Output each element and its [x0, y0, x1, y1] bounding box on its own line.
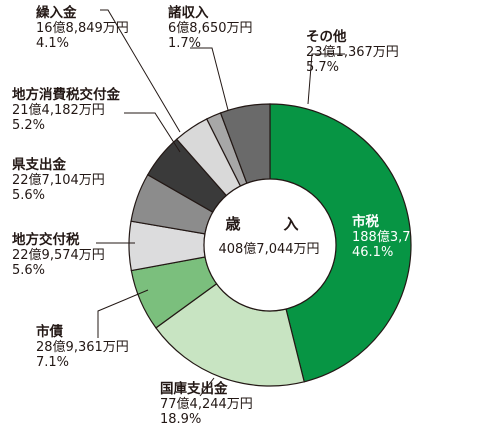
slice-name: 市債 [36, 324, 63, 340]
slice-percent: 4.1% [36, 36, 70, 51]
slice-percent: 5.2% [12, 118, 46, 133]
slice-amount: 6億8,650万円 [168, 21, 253, 36]
slice-label-6: 繰入金 16億8,849万円 4.1% [36, 5, 129, 52]
slice-name: 国庫支出金 [160, 381, 228, 397]
leader-line-4 [100, 9, 181, 133]
slice-amount: 28億9,361万円 [36, 340, 129, 355]
chart-title: 歳 入 [225, 215, 313, 233]
slice-name: 地方消費税交付金 [12, 87, 120, 103]
slice-label-5: 地方消費税交付金 21億4,182万円 5.2% [12, 87, 120, 134]
slice-percent: 46.1% [352, 245, 394, 260]
slice-percent: 5.6% [12, 263, 46, 278]
slice-amount: 23億1,367万円 [306, 45, 399, 60]
slice-label-0: 市税 188億3,713万円 46.1% [352, 214, 454, 261]
slice-amount: 188億3,713万円 [352, 230, 454, 245]
slice-amount: 22億9,574万円 [12, 248, 105, 263]
slice-name: 諸収入 [168, 5, 209, 21]
leader-line-2 [199, 377, 215, 397]
slice-name: 県支出金 [12, 157, 66, 173]
slice-label-2: 市債 28億9,361万円 7.1% [36, 324, 129, 371]
donut-hole [203, 178, 337, 312]
slice-percent: 18.9% [160, 412, 202, 427]
slice-amount: 21億4,182万円 [12, 103, 105, 118]
slice-label-1: 国庫支出金 77億4,244万円 18.9% [160, 381, 253, 428]
leader-line-5 [190, 47, 229, 111]
slice-name: その他 [306, 29, 347, 45]
slice-amount: 77億4,244万円 [160, 397, 253, 412]
slice-amount: 16億8,849万円 [36, 21, 129, 36]
slice-percent: 7.1% [36, 355, 70, 370]
slice-percent: 1.7% [168, 36, 202, 51]
leader-line-3 [124, 112, 181, 153]
slice-name: 繰入金 [36, 5, 77, 21]
slice-name: 地方交付税 [12, 232, 80, 248]
slice-amount: 22億7,104万円 [12, 173, 105, 188]
chart-total: 408億7,044万円 [218, 242, 320, 257]
slice-percent: 5.6% [12, 188, 46, 203]
leader-line-1 [97, 289, 149, 338]
slice-percent: 5.7% [306, 60, 340, 75]
chart-center-label: 歳 入 408億7,044万円 [204, 213, 334, 257]
slice-label-4: 県支出金 22億7,104万円 5.6% [12, 157, 105, 204]
slice-label-7: 諸収入 6億8,650万円 1.7% [168, 5, 253, 52]
slice-name: 市税 [352, 214, 379, 230]
slice-label-8: その他 23億1,367万円 5.7% [306, 29, 399, 76]
leader-line-6 [307, 53, 345, 105]
slice-label-3: 地方交付税 22億9,574万円 5.6% [12, 232, 105, 279]
